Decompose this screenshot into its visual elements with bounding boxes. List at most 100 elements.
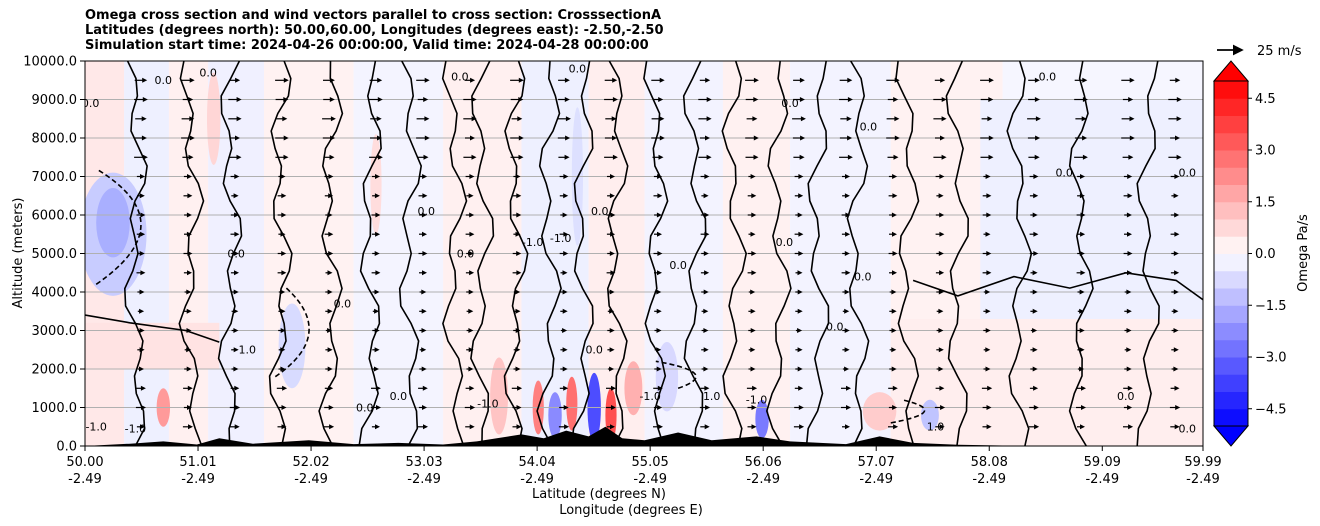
- wind-vector-head: [421, 212, 427, 218]
- wind-vector-head: [892, 270, 897, 276]
- wind-vector-head: [1080, 231, 1086, 237]
- wind-vector-head: [374, 308, 380, 314]
- x-tick-label-lat: 54.04: [519, 455, 556, 470]
- wind-vector-head: [1079, 308, 1085, 314]
- wind-vector-head: [753, 135, 759, 141]
- wind-vector-head: [656, 289, 662, 295]
- wind-vector-head: [421, 347, 427, 353]
- zero-contour: [470, 61, 495, 446]
- wind-vector-head: [1032, 212, 1038, 218]
- wind-vector-head: [562, 270, 568, 276]
- wind-vector-head: [233, 193, 239, 199]
- contour-label: 0.0: [585, 344, 603, 357]
- wind-vector-head: [703, 366, 709, 372]
- zero-contour: [846, 61, 870, 446]
- wind-vector-head: [1176, 154, 1182, 160]
- wind-vector-head: [986, 193, 992, 199]
- wind-vector-head: [1033, 231, 1039, 237]
- wind-vector-head: [892, 231, 897, 237]
- wind-vector-head: [189, 116, 195, 122]
- wind-vector-head: [1173, 289, 1179, 295]
- contour-label: 0.0: [569, 63, 587, 76]
- wind-vector-head: [891, 289, 897, 295]
- wind-vector-head: [1129, 135, 1135, 141]
- wind-vector-head: [941, 116, 947, 122]
- wind-vector-head: [844, 289, 850, 295]
- wind-vector-head: [233, 289, 239, 295]
- wind-vector-head: [142, 77, 148, 83]
- wind-vector-head: [516, 405, 522, 410]
- wind-vector-head: [657, 231, 662, 237]
- colorbar-segment: [1214, 305, 1248, 323]
- wind-vector-head: [846, 385, 851, 391]
- wind-vector-head: [891, 366, 897, 372]
- wind-vector-head: [234, 231, 240, 237]
- wind-vector-head: [235, 405, 241, 410]
- wind-vector-head: [894, 77, 900, 83]
- wind-vector-head: [659, 77, 665, 83]
- wind-vector-head: [516, 212, 522, 218]
- colorbar-tick-label: 1.5: [1255, 195, 1276, 210]
- wind-vector-head: [140, 385, 146, 391]
- wind-vector-head: [188, 154, 194, 160]
- contour-label: 1.0: [703, 390, 721, 403]
- wind-vector-head: [892, 251, 898, 256]
- wind-vector-head: [1176, 97, 1182, 102]
- wind-vector-head: [705, 135, 710, 141]
- wind-vector-head: [281, 212, 287, 218]
- contour-label: 0.0: [1117, 390, 1135, 403]
- wind-vector-head: [328, 251, 334, 256]
- wind-vector-head: [844, 193, 850, 199]
- wind-vector-head: [844, 328, 850, 333]
- wind-vector-head: [752, 385, 758, 391]
- wind-vector-head: [139, 328, 145, 333]
- wind-vector-head: [800, 135, 806, 141]
- wind-vector-head: [797, 270, 803, 276]
- title-line-2: Latitudes (degrees north): 50.00,60.00, …: [85, 23, 664, 38]
- wind-vector-head: [469, 212, 475, 218]
- wind-vector-head: [938, 193, 944, 199]
- wind-vector-head: [328, 174, 334, 179]
- negative-contour: [274, 287, 310, 378]
- wind-vector-head: [988, 97, 994, 102]
- wind-vector-head: [471, 154, 477, 160]
- wind-vector-head: [610, 270, 616, 276]
- wind-vector-head: [140, 270, 146, 276]
- wind-vector-head: [704, 231, 710, 237]
- wind-vector-head: [328, 385, 334, 391]
- wind-vector-head: [422, 251, 428, 256]
- omega-core: [490, 357, 509, 435]
- wind-vector-head: [1126, 366, 1132, 372]
- wind-vector-head: [283, 77, 289, 83]
- wind-vector-head: [657, 193, 663, 199]
- wind-vector-head: [891, 212, 897, 218]
- wind-vector-head: [658, 154, 664, 160]
- y-tick-label: 1000.0: [32, 401, 78, 416]
- wind-vector-head: [515, 366, 521, 372]
- wind-vector-head: [1128, 154, 1134, 160]
- negative-contour: [95, 168, 142, 285]
- wind-vector-head: [611, 116, 617, 122]
- x-tick-label-lat: 53.03: [405, 455, 442, 470]
- zero-contour: [85, 314, 220, 343]
- y-tick-label: 0.0: [56, 440, 77, 455]
- wind-vector-head: [1173, 328, 1179, 333]
- wind-vector-head: [1127, 251, 1133, 256]
- wind-vector-head: [986, 251, 992, 256]
- wind-vector-head: [986, 212, 992, 218]
- zero-contour: [765, 61, 792, 446]
- wind-vector-head: [1174, 385, 1180, 391]
- colorbar-tick-label: 4.5: [1255, 92, 1276, 107]
- wind-vector-head: [468, 193, 474, 199]
- wind-vector-head: [141, 116, 147, 122]
- y-tick-label: 10000.0: [23, 55, 77, 70]
- x-tick-label-lon: -2.49: [407, 472, 441, 487]
- wind-vector-head: [280, 366, 286, 372]
- wind-vector-head: [563, 193, 569, 199]
- contour-label: 0.0: [227, 247, 245, 260]
- contour-label: -1.0: [477, 398, 498, 411]
- zero-contour: [441, 61, 468, 446]
- wind-vector-head: [609, 193, 615, 199]
- wind-vector-head: [564, 77, 570, 83]
- contour-label: 0.0: [356, 401, 374, 414]
